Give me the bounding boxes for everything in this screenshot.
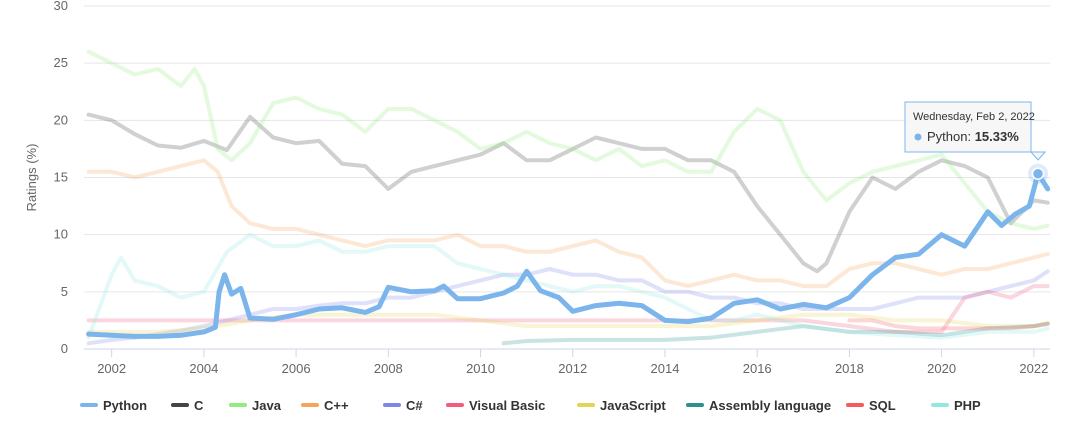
legend-label: Visual Basic — [469, 398, 545, 413]
legend-item-c[interactable]: C — [171, 398, 204, 413]
legend: Python C Java C++ C# Visual Basic JavaScript As… — [80, 398, 981, 413]
legend-item-python[interactable]: Python — [80, 398, 147, 413]
series-line-c-[interactable] — [86, 158, 1050, 289]
legend-label: JavaScript — [600, 398, 666, 413]
series-line-visual-basic[interactable] — [86, 284, 1050, 334]
x-tick-label: 2018 — [835, 361, 864, 376]
legend-item-javascript[interactable]: JavaScript — [577, 398, 666, 413]
tooltip-box — [904, 101, 1047, 161]
x-tick-label: 2004 — [189, 361, 218, 376]
x-tick-label: 2002 — [97, 361, 126, 376]
legend-label: Assembly language — [709, 398, 831, 413]
x-tick-label: 2006 — [282, 361, 311, 376]
tooltip-date: Wednesday, Feb 2, 2022 — [913, 111, 1035, 123]
x-tick-label: 2022 — [1019, 361, 1048, 376]
y-tick-label: 10 — [54, 227, 68, 242]
x-tick-label: 2012 — [558, 361, 587, 376]
axis-layer: 0 5 10 15 20 25 30 2002 2004 2006 2008 2010 2012 2014… — [54, 0, 1049, 376]
series-layer — [86, 49, 1051, 346]
legend-label: C — [194, 398, 204, 413]
x-tick-label: 2008 — [374, 361, 403, 376]
tooltip: Wednesday, Feb 2, 2022 Python: 15.33% — [904, 101, 1049, 184]
x-tick-label: 2014 — [651, 361, 680, 376]
series-line-php[interactable] — [86, 232, 1050, 340]
legend-label: Python — [103, 398, 147, 413]
y-axis-title: Ratings (%) — [24, 144, 39, 212]
tooltip-series-dot — [914, 133, 922, 141]
y-tick-label: 25 — [54, 55, 68, 70]
x-tick-label: 2020 — [927, 361, 956, 376]
legend-item-java[interactable]: Java — [229, 398, 282, 413]
legend-item-php[interactable]: PHP — [931, 398, 981, 413]
legend-label: C++ — [324, 398, 349, 413]
y-tick-label: 20 — [54, 112, 68, 127]
series-line-javascript[interactable] — [86, 312, 1050, 334]
legend-label: SQL — [869, 398, 896, 413]
series-line-c[interactable] — [86, 112, 1050, 274]
tooltip-value: Python: 15.33% — [927, 129, 1019, 144]
legend-label: Java — [252, 398, 282, 413]
legend-item-sql[interactable]: SQL — [846, 398, 896, 413]
legend-label: PHP — [954, 398, 981, 413]
series-line-sql[interactable] — [847, 318, 1050, 331]
legend-item-assembly-language[interactable]: Assembly language — [686, 398, 831, 413]
series-line-java[interactable] — [86, 49, 1050, 231]
x-tick-label: 2010 — [466, 361, 495, 376]
legend-item-c-[interactable]: C# — [383, 398, 423, 413]
y-tick-label: 5 — [61, 284, 68, 299]
hover-marker[interactable] — [1031, 167, 1045, 180]
legend-label: C# — [406, 398, 423, 413]
legend-item-c-[interactable]: C++ — [301, 398, 349, 413]
y-tick-label: 30 — [54, 0, 68, 13]
legend-item-visual-basic[interactable]: Visual Basic — [446, 398, 545, 413]
series-line-assembly-language[interactable] — [501, 321, 1050, 346]
series-line-python[interactable] — [86, 171, 1051, 339]
x-tick-label: 2016 — [743, 361, 772, 376]
y-tick-label: 0 — [61, 341, 68, 356]
grid-layer — [84, 5, 1050, 350]
y-tick-label: 15 — [54, 170, 68, 185]
